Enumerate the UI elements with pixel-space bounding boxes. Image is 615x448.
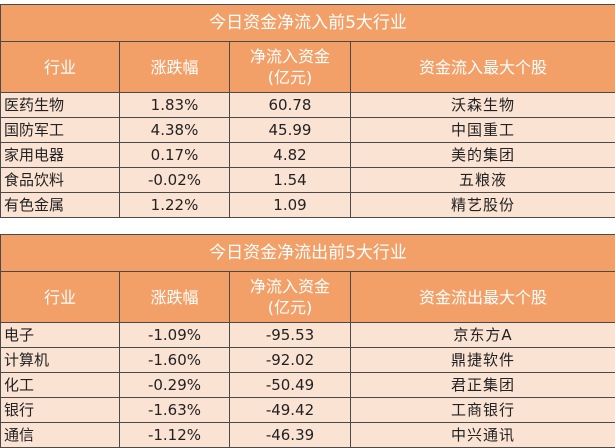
inflow-title: 今日资金净流入前5大行业 xyxy=(1,5,615,42)
netflow-cell: -95.53 xyxy=(230,323,351,348)
netflow-cell: 45.99 xyxy=(230,118,351,143)
outflow-header-row: 行业 涨跌幅 净流入资金 (亿元) 资金流出最大个股 xyxy=(1,272,615,323)
table-row: 电子 -1.09% -95.53 京东方A xyxy=(1,323,615,348)
inflow-table: 今日资金净流入前5大行业 行业 涨跌幅 净流入资金 (亿元) 资金流入最大个股 医… xyxy=(0,4,615,218)
inflow-header-industry: 行业 xyxy=(1,42,120,93)
stock-cell: 君正集团 xyxy=(351,373,615,398)
outflow-header-industry: 行业 xyxy=(1,272,120,323)
netflow-cell: 1.09 xyxy=(230,193,351,218)
change-cell: 1.22% xyxy=(120,193,230,218)
change-cell: 1.83% xyxy=(120,93,230,118)
industry-cell: 国防军工 xyxy=(1,118,120,143)
outflow-header-netflow-line1: 净流入资金 xyxy=(250,277,330,296)
stock-cell: 五粮液 xyxy=(351,168,615,193)
industry-cell: 食品饮料 xyxy=(1,168,120,193)
outflow-header-change: 涨跌幅 xyxy=(120,272,230,323)
outflow-table: 今日资金净流出前5大行业 行业 涨跌幅 净流入资金 (亿元) 资金流出最大个股 电… xyxy=(0,234,615,448)
inflow-header-row: 行业 涨跌幅 净流入资金 (亿元) 资金流入最大个股 xyxy=(1,42,615,93)
stock-cell: 鼎捷软件 xyxy=(351,348,615,373)
change-cell: -0.02% xyxy=(120,168,230,193)
change-cell: 4.38% xyxy=(120,118,230,143)
netflow-cell: -49.42 xyxy=(230,398,351,423)
stock-cell: 京东方A xyxy=(351,323,615,348)
netflow-cell: 60.78 xyxy=(230,93,351,118)
table-row: 食品饮料 -0.02% 1.54 五粮液 xyxy=(1,168,615,193)
stock-cell: 工商银行 xyxy=(351,398,615,423)
stock-cell: 精艺股份 xyxy=(351,193,615,218)
inflow-title-row: 今日资金净流入前5大行业 xyxy=(1,5,615,42)
table-row: 银行 -1.63% -49.42 工商银行 xyxy=(1,398,615,423)
industry-cell: 有色金属 xyxy=(1,193,120,218)
change-cell: -0.29% xyxy=(120,373,230,398)
table-row: 医药生物 1.83% 60.78 沃森生物 xyxy=(1,93,615,118)
table-row: 家用电器 0.17% 4.82 美的集团 xyxy=(1,143,615,168)
change-cell: -1.63% xyxy=(120,398,230,423)
netflow-cell: 4.82 xyxy=(230,143,351,168)
industry-cell: 银行 xyxy=(1,398,120,423)
outflow-header-netflow-line2: (亿元) xyxy=(268,298,313,317)
outflow-title: 今日资金净流出前5大行业 xyxy=(1,235,615,272)
change-cell: -1.09% xyxy=(120,323,230,348)
inflow-header-netflow-line2: (亿元) xyxy=(268,68,313,87)
table-row: 化工 -0.29% -50.49 君正集团 xyxy=(1,373,615,398)
industry-cell: 化工 xyxy=(1,373,120,398)
stock-cell: 沃森生物 xyxy=(351,93,615,118)
table-row: 有色金属 1.22% 1.09 精艺股份 xyxy=(1,193,615,218)
netflow-cell: 1.54 xyxy=(230,168,351,193)
inflow-header-top-stock: 资金流入最大个股 xyxy=(351,42,615,93)
outflow-header-netflow: 净流入资金 (亿元) xyxy=(230,272,351,323)
outflow-header-top-stock: 资金流出最大个股 xyxy=(351,272,615,323)
stock-cell: 中国重工 xyxy=(351,118,615,143)
inflow-header-netflow: 净流入资金 (亿元) xyxy=(230,42,351,93)
industry-cell: 医药生物 xyxy=(1,93,120,118)
industry-cell: 家用电器 xyxy=(1,143,120,168)
industry-cell: 计算机 xyxy=(1,348,120,373)
outflow-title-row: 今日资金净流出前5大行业 xyxy=(1,235,615,272)
netflow-cell: -50.49 xyxy=(230,373,351,398)
change-cell: 0.17% xyxy=(120,143,230,168)
netflow-cell: -92.02 xyxy=(230,348,351,373)
table-row: 计算机 -1.60% -92.02 鼎捷软件 xyxy=(1,348,615,373)
inflow-header-netflow-line1: 净流入资金 xyxy=(250,47,330,66)
stock-cell: 美的集团 xyxy=(351,143,615,168)
table-row: 国防军工 4.38% 45.99 中国重工 xyxy=(1,118,615,143)
change-cell: -1.60% xyxy=(120,348,230,373)
inflow-header-change: 涨跌幅 xyxy=(120,42,230,93)
industry-cell: 电子 xyxy=(1,323,120,348)
